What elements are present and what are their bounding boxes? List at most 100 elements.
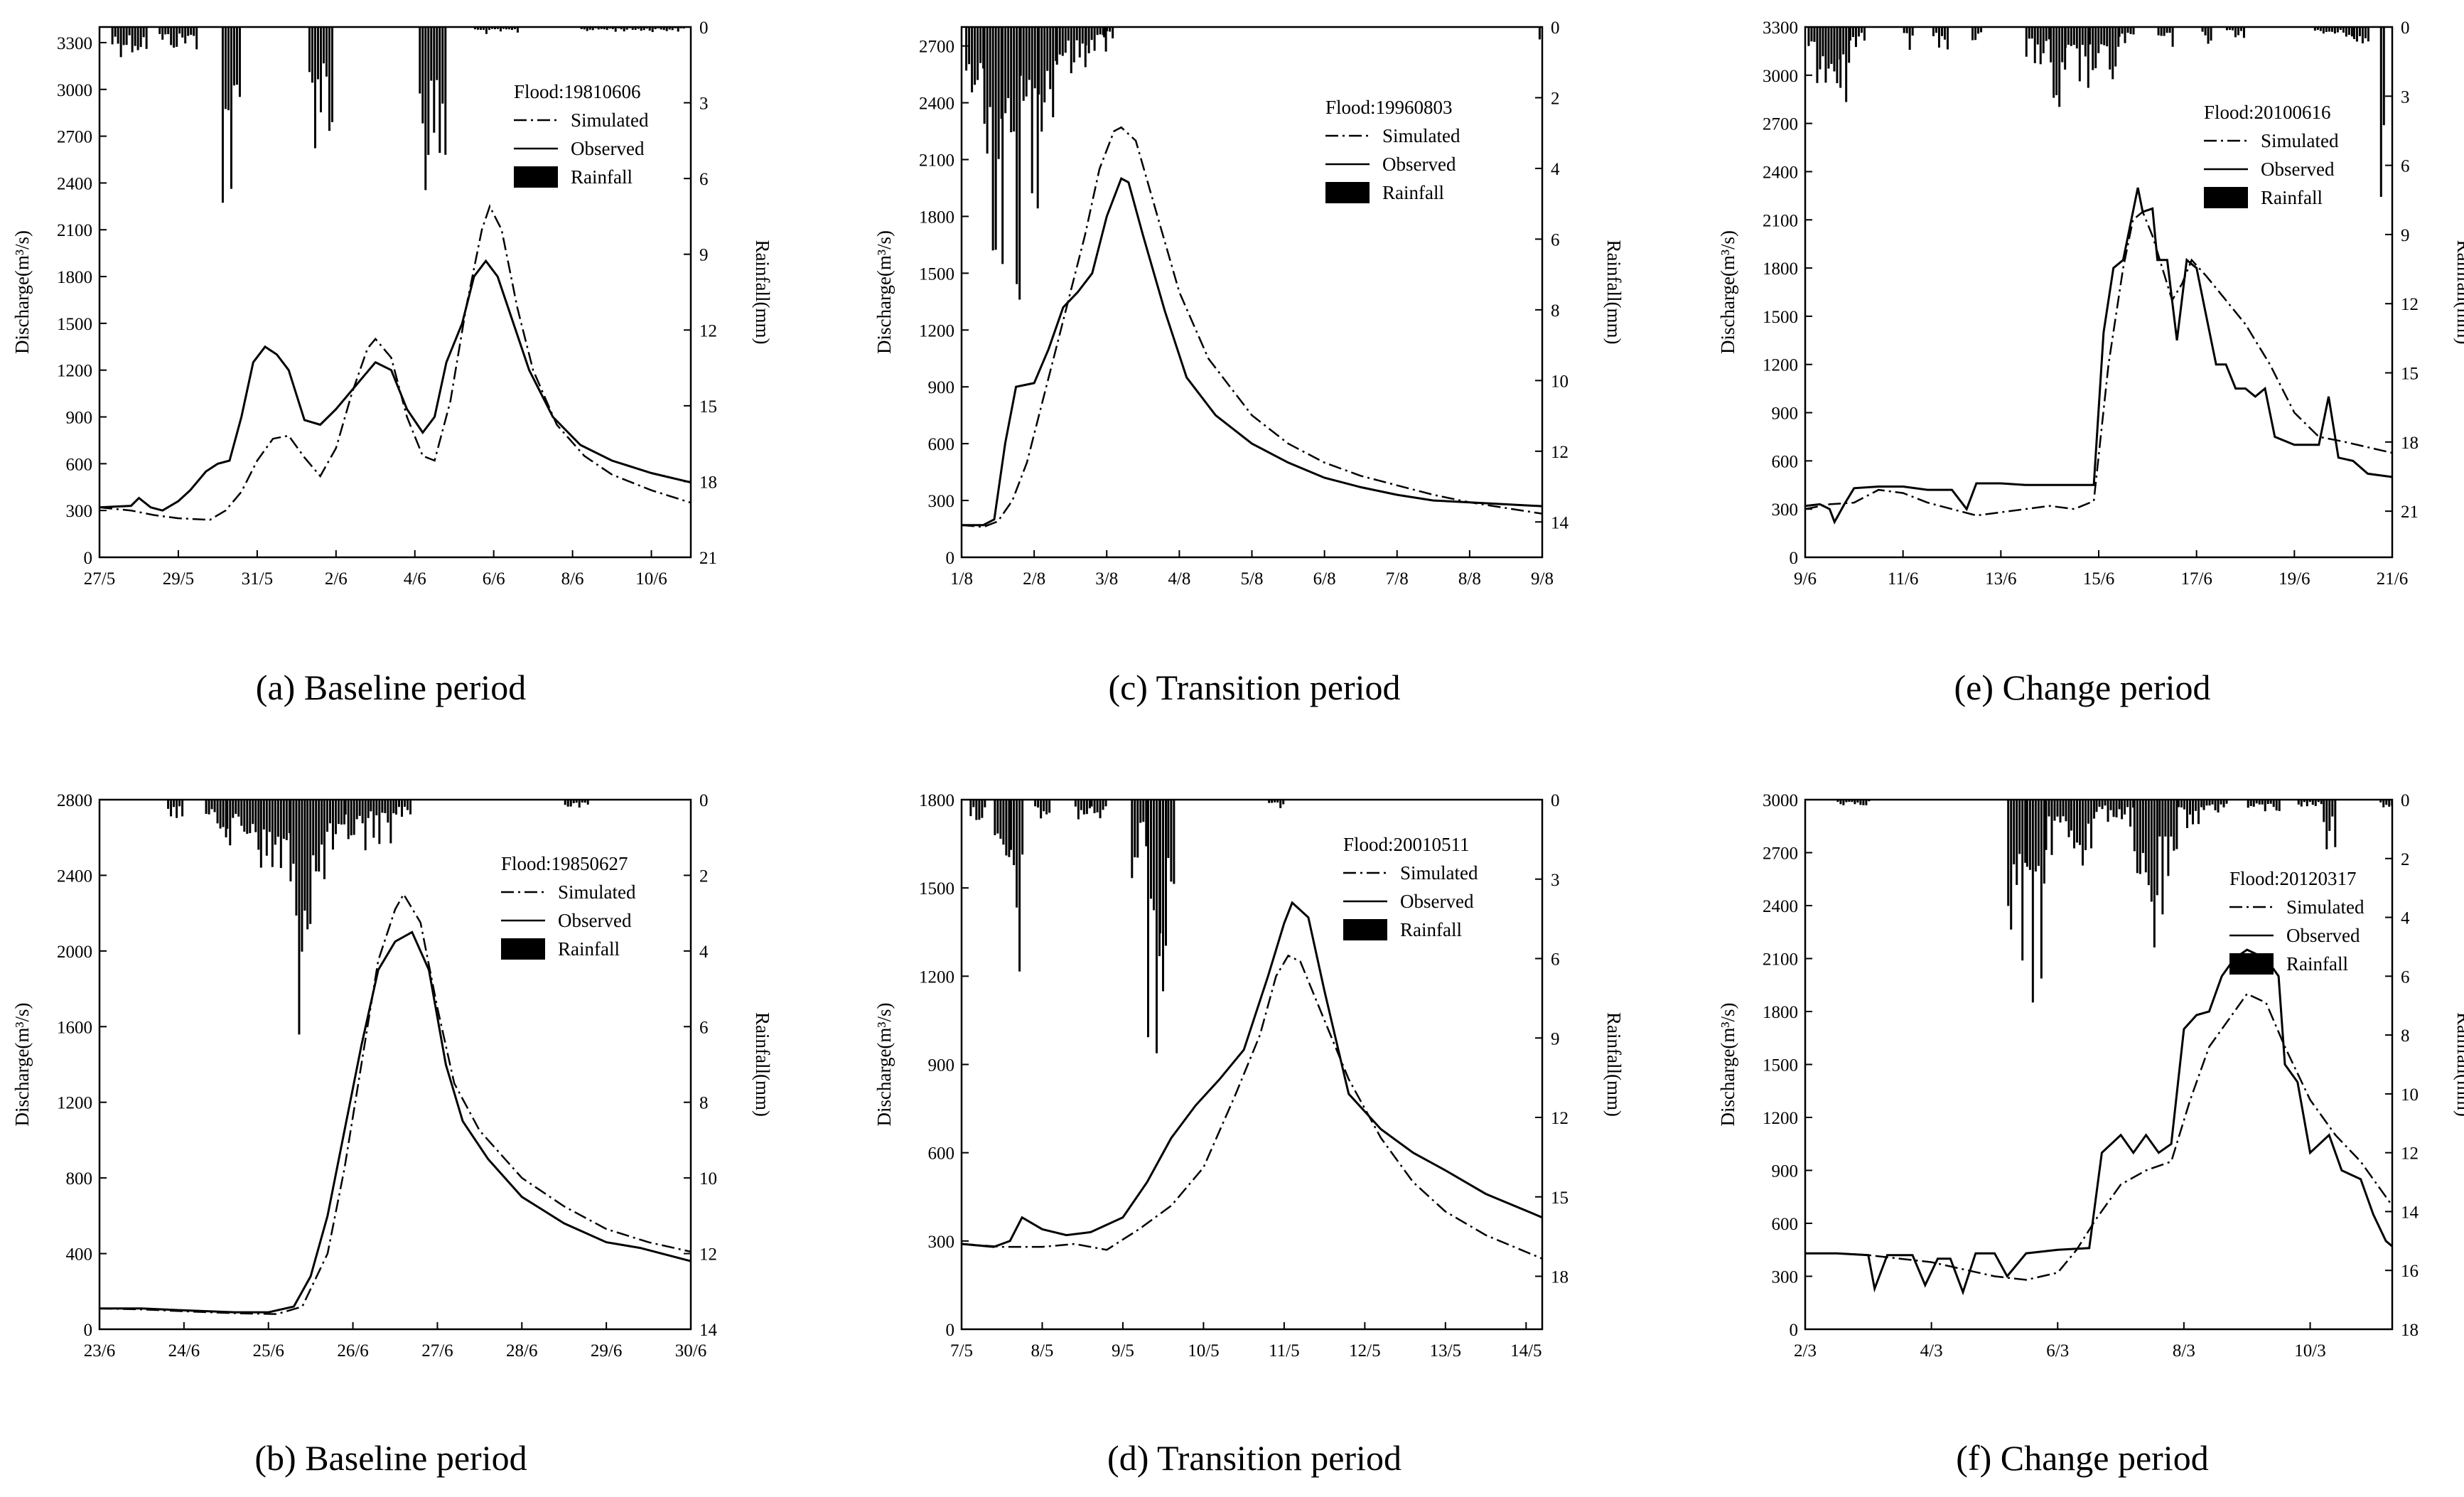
y-tick-label: 1800 xyxy=(919,791,954,810)
rainfall-bar xyxy=(984,800,986,807)
rainfall-bar xyxy=(367,800,370,818)
x-tick-label: 13/5 xyxy=(1430,1341,1461,1361)
rainfall-bar xyxy=(229,800,232,846)
rainfall-bar xyxy=(2225,800,2228,804)
rainfall-bar xyxy=(2067,800,2070,837)
rainfall-bar xyxy=(289,800,292,881)
y2-tick-label: 14 xyxy=(2401,1203,2419,1222)
rainfall-bar xyxy=(2385,800,2388,805)
rainfall-bar xyxy=(2087,800,2090,824)
rainfall-bar xyxy=(2048,800,2050,817)
rainfall-bar xyxy=(2160,27,2163,36)
rainfall-bar xyxy=(328,27,330,132)
rainfall-bar xyxy=(2328,800,2331,831)
rainfall-bar xyxy=(1159,800,1162,933)
y2-tick-label: 2 xyxy=(2401,850,2410,869)
y-tick-label: 1200 xyxy=(919,321,954,340)
rainfall-bar xyxy=(2334,800,2337,847)
observed-line xyxy=(962,176,1542,527)
rainfall-bar xyxy=(1005,800,1008,856)
legend-rainfall-label: Rainfall xyxy=(571,166,633,188)
y2-axis-label: Rainfall(mm) xyxy=(1603,240,1625,345)
rainfall-bar xyxy=(409,800,411,815)
y2-tick-label: 6 xyxy=(2401,967,2410,987)
rainfall-bar xyxy=(2136,800,2138,874)
rainfall-bar xyxy=(2183,800,2186,810)
y-tick-label: 3300 xyxy=(1763,18,1798,38)
legend-rainfall-label: Rainfall xyxy=(558,938,620,960)
rainfall-bar xyxy=(1082,800,1085,815)
rainfall-bar xyxy=(611,27,614,30)
legend-simulated-label: Simulated xyxy=(571,109,649,131)
legend-simulated-label: Simulated xyxy=(2286,896,2365,918)
rainfall-bar xyxy=(1040,27,1043,132)
rainfall-bar xyxy=(1274,800,1276,803)
rainfall-bar xyxy=(2266,800,2269,804)
y2-tick-label: 9 xyxy=(2401,226,2410,245)
rainfall-bar xyxy=(2016,800,2018,885)
y-tick-label: 600 xyxy=(66,455,93,474)
rainfall-bar xyxy=(2087,27,2089,88)
rainfall-bar xyxy=(974,27,977,85)
rainfall-bar xyxy=(1836,800,1839,803)
simulated-line xyxy=(1805,210,2392,517)
rainfall-bar xyxy=(2189,800,2192,815)
rainfall-bar xyxy=(1848,800,1851,803)
rainfall-bar xyxy=(2272,800,2275,807)
rainfall-bar xyxy=(2045,800,2048,850)
rainfall-bar xyxy=(334,800,337,835)
rainfall-bar xyxy=(1075,27,1078,41)
rainfall-bar xyxy=(608,27,611,29)
rainfall-bar xyxy=(205,800,208,814)
rainfall-bar xyxy=(328,800,331,824)
rainfall-bar xyxy=(1104,27,1107,52)
rainfall-bar xyxy=(502,27,505,29)
rainfall-bar xyxy=(2204,27,2207,36)
legend-rainfall-label: Rainfall xyxy=(1382,182,1444,203)
y-axis-label: Discharge(m³/s) xyxy=(873,230,895,354)
rainfall-bar xyxy=(2030,27,2033,39)
rainfall-bar xyxy=(1099,800,1102,819)
rainfall-bar xyxy=(660,27,662,30)
x-tick-label: 27/5 xyxy=(84,569,115,589)
rainfall-bar xyxy=(2239,27,2242,31)
y-tick-label: 1200 xyxy=(1763,1109,1798,1128)
legend-flood-title: Flood:20100616 xyxy=(2204,102,2331,123)
rainfall-bar xyxy=(2095,800,2098,812)
rainfall-bar xyxy=(1839,800,1842,805)
rainfall-bar xyxy=(181,27,184,38)
rainfall-bar xyxy=(1087,27,1090,53)
y-tick-label: 300 xyxy=(1772,1268,1799,1287)
y2-tick-label: 0 xyxy=(1551,18,1560,38)
x-tick-label: 8/3 xyxy=(2173,1341,2195,1361)
rainfall-bar xyxy=(384,800,387,813)
rainfall-bar xyxy=(674,27,677,28)
rainfall-bar xyxy=(2157,27,2160,36)
x-tick-label: 3/8 xyxy=(1095,569,1118,589)
rainfall-bar xyxy=(1043,27,1046,103)
rainfall-bar xyxy=(1940,27,1943,36)
rainfall-bar xyxy=(1088,800,1091,809)
x-tick-label: 29/5 xyxy=(163,569,194,589)
rainfall-bar xyxy=(603,27,606,30)
rainfall-bar xyxy=(2306,800,2308,807)
rainfall-bar xyxy=(306,800,309,930)
rainfall-bar xyxy=(1830,27,1833,64)
rainfall-bar xyxy=(572,800,575,803)
rainfall-bar xyxy=(2170,800,2173,837)
rainfall-bar xyxy=(2388,800,2391,807)
y2-tick-label: 18 xyxy=(2401,434,2419,453)
rainfall-bar xyxy=(2107,800,2109,822)
rainfall-bar xyxy=(2237,27,2239,36)
x-tick-label: 15/6 xyxy=(2083,569,2114,589)
rainfall-bar xyxy=(325,27,328,77)
rainfall-bars xyxy=(167,800,589,1035)
rainfall-bar xyxy=(178,27,181,34)
x-tick-label: 2/6 xyxy=(325,569,348,589)
rainfall-bar xyxy=(2255,800,2258,804)
rainfall-bar xyxy=(2132,27,2135,35)
simulated-line xyxy=(1805,992,2392,1281)
y2-tick-label: 21 xyxy=(699,549,717,568)
legend-simulated-label: Simulated xyxy=(1382,125,1460,146)
rainfall-bar xyxy=(642,27,645,31)
